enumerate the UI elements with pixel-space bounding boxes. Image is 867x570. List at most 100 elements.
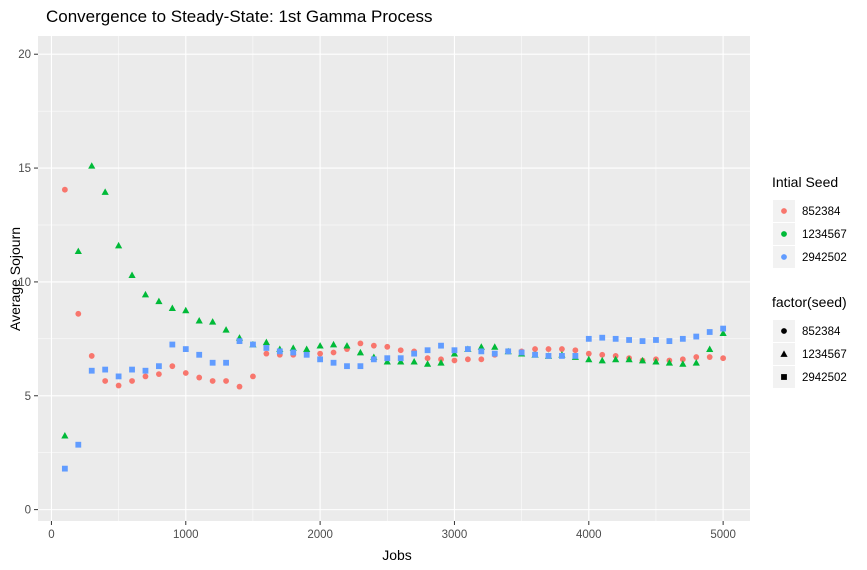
point-2942502	[317, 356, 324, 363]
point-2942502	[518, 349, 525, 356]
point-852384	[706, 354, 713, 360]
point-1234567	[410, 358, 418, 365]
point-2942502	[250, 341, 256, 348]
point-1234567	[88, 162, 96, 169]
point-852384	[532, 346, 538, 352]
chart-title: Convergence to Steady-State: 1st Gamma P…	[46, 7, 432, 26]
point-852384	[572, 347, 579, 354]
legend-key-symbol	[781, 328, 787, 334]
point-2942502	[491, 350, 498, 357]
point-1234567	[692, 359, 700, 366]
point-1234567	[209, 318, 217, 325]
point-1234567	[195, 317, 203, 324]
point-1234567	[625, 355, 633, 363]
x-tick-label: 0	[48, 529, 54, 541]
major-gridlines	[38, 36, 750, 521]
point-852384	[357, 340, 364, 347]
point-2942502	[169, 341, 176, 348]
point-1234567	[115, 241, 123, 249]
legend-factor-seed: factor(seed) 852384 1234567 2942502	[772, 294, 847, 388]
legend-title: factor(seed)	[772, 294, 847, 310]
point-1234567	[303, 345, 311, 352]
y-axis: 0 5 10 15 20	[18, 49, 38, 517]
point-1234567	[262, 338, 270, 346]
point-852384	[169, 363, 176, 370]
point-852384	[720, 355, 727, 362]
legend-key-symbol	[781, 254, 787, 260]
x-tick-label: 4000	[576, 529, 602, 541]
point-2942502	[505, 348, 512, 355]
point-2942502	[585, 335, 592, 342]
point-2942502	[61, 465, 68, 472]
point-2942502	[142, 367, 149, 374]
point-852384	[464, 356, 471, 363]
point-2942502	[129, 366, 135, 373]
point-1234567	[61, 432, 69, 439]
point-2942502	[424, 347, 431, 354]
legend-label: 852384	[802, 206, 841, 218]
point-852384	[397, 347, 404, 354]
point-2942502	[559, 353, 565, 359]
point-852384	[478, 356, 485, 363]
point-2942502	[532, 351, 538, 358]
point-1234567	[638, 356, 647, 364]
point-2942502	[88, 367, 95, 374]
point-2942502	[438, 342, 444, 349]
legend-label: 1234567	[802, 229, 847, 241]
point-2942502	[679, 335, 686, 342]
point-2942502	[75, 441, 82, 448]
point-1234567	[383, 358, 391, 365]
point-2942502	[196, 351, 203, 358]
x-tick-label: 1000	[173, 529, 199, 541]
x-axis-title: Jobs	[382, 547, 412, 563]
point-2942502	[102, 366, 109, 373]
point-2942502	[115, 373, 122, 380]
point-852384	[223, 378, 229, 384]
point-1234567	[168, 304, 176, 311]
point-2942502	[223, 359, 229, 366]
point-1234567	[679, 360, 687, 367]
point-2942502	[411, 350, 418, 357]
point-2942502	[397, 355, 404, 362]
point-1234567	[397, 358, 405, 365]
point-2942502	[599, 334, 606, 341]
legend-label: 1234567	[802, 349, 847, 361]
point-2942502	[464, 346, 471, 352]
y-tick-label: 0	[25, 505, 31, 517]
point-1234567	[719, 329, 727, 337]
point-2942502	[612, 335, 619, 342]
point-1234567	[437, 359, 445, 366]
point-852384	[585, 350, 592, 357]
point-1234567	[289, 344, 297, 351]
point-852384	[693, 354, 700, 360]
point-1234567	[141, 290, 150, 298]
point-2942502	[357, 363, 364, 370]
point-2942502	[451, 347, 458, 354]
legend-label: 2942502	[802, 372, 847, 384]
point-852384	[559, 346, 565, 352]
point-1234567	[155, 297, 163, 305]
point-852384	[330, 349, 337, 356]
point-2942502	[156, 363, 162, 370]
point-852384	[102, 378, 109, 384]
point-852384	[182, 370, 189, 376]
point-852384	[156, 371, 162, 378]
x-tick-label: 3000	[442, 529, 468, 541]
point-2942502	[706, 329, 713, 335]
point-1234567	[222, 326, 230, 333]
point-1234567	[329, 340, 338, 348]
point-2942502	[720, 325, 727, 332]
data-points	[61, 162, 727, 472]
point-1234567	[598, 356, 606, 364]
x-tick-label: 5000	[710, 529, 736, 541]
point-1234567	[182, 306, 190, 314]
y-tick-label: 5	[25, 391, 31, 403]
point-852384	[250, 373, 256, 380]
x-tick-label: 2000	[307, 529, 333, 541]
plot-panel	[38, 36, 750, 521]
point-2942502	[344, 363, 350, 370]
point-852384	[679, 356, 686, 363]
point-852384	[451, 357, 458, 364]
point-1234567	[477, 343, 485, 350]
